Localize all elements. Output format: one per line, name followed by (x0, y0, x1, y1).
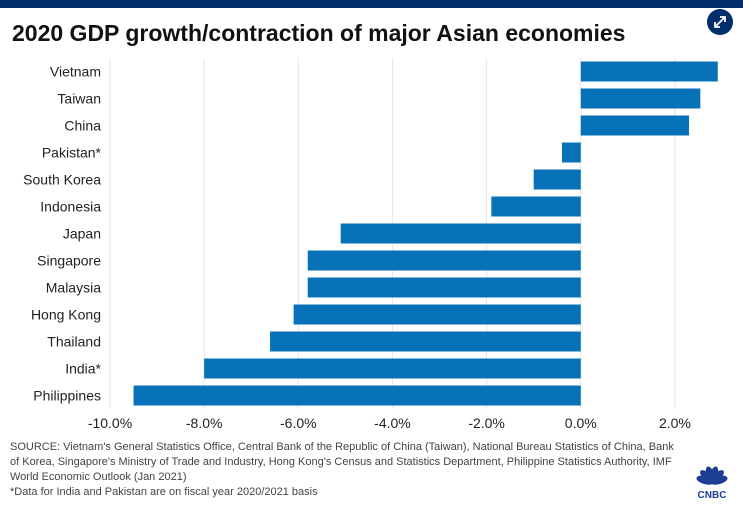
category-label: Pakistan* (42, 145, 102, 161)
top-bar (0, 0, 743, 8)
footnote: *Data for India and Pakistan are on fisc… (10, 486, 318, 498)
bar-chart: -10.0% -8.0% -6.0% -4.0% -2.0% 0.0% 2.0% Vietna… (23, 58, 718, 431)
bar (533, 169, 581, 190)
bar (580, 61, 718, 82)
x-tick-label: -2.0% (468, 415, 505, 431)
bar (307, 250, 581, 271)
source-note: SOURCE: Vietnam's General Statistics Off… (10, 440, 685, 500)
category-label: Malaysia (46, 280, 101, 296)
cnbc-peacock-logo: CNBC (696, 466, 728, 501)
category-label: Hong Kong (31, 307, 101, 323)
category-label: Philippines (33, 388, 101, 404)
bar (491, 196, 581, 217)
bar (133, 385, 581, 406)
expand-button[interactable] (707, 9, 733, 35)
x-tick-label: 2.0% (659, 415, 691, 431)
bar (204, 358, 581, 379)
x-tick-label: -4.0% (374, 415, 411, 431)
bar (340, 223, 581, 244)
logo-text: CNBC (698, 490, 727, 501)
bar (270, 331, 581, 352)
category-label: South Korea (23, 172, 101, 188)
x-tick-label: -10.0% (88, 415, 132, 431)
chart-title: 2020 GDP growth/contraction of major Asi… (12, 20, 626, 46)
bar (307, 277, 581, 298)
category-label: Indonesia (40, 199, 101, 215)
category-label: Japan (63, 226, 101, 242)
bar (293, 304, 581, 325)
bar (580, 115, 690, 136)
category-label: Singapore (37, 253, 101, 269)
bar (580, 88, 701, 109)
category-label: China (64, 118, 101, 134)
x-tick-label: -8.0% (186, 415, 223, 431)
bar (561, 142, 581, 163)
x-tick-label: -6.0% (280, 415, 317, 431)
x-tick-label: 0.0% (565, 415, 597, 431)
category-label: Thailand (47, 334, 101, 350)
expand-arrows-icon (714, 16, 726, 28)
category-label: Taiwan (57, 91, 101, 107)
category-label: India* (65, 361, 101, 377)
category-label: Vietnam (50, 64, 101, 80)
source-text: SOURCE: Vietnam's General Statistics Off… (10, 441, 674, 483)
